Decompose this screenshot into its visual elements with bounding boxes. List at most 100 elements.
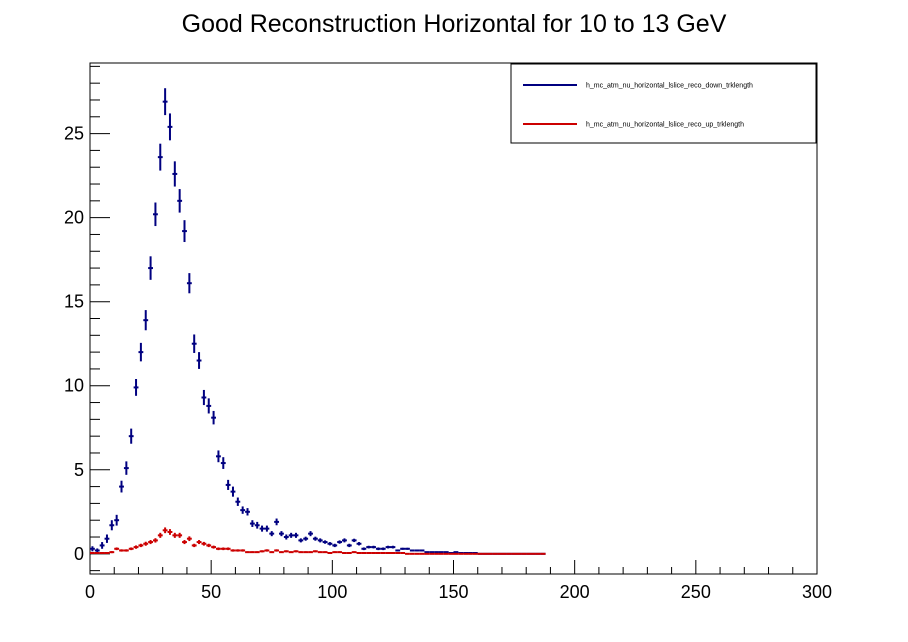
data-point — [332, 543, 338, 548]
data-point — [400, 547, 406, 550]
data-point — [293, 550, 299, 553]
y-tick-label: 25 — [64, 124, 84, 144]
data-point — [153, 538, 158, 543]
data-point — [516, 552, 522, 555]
data-point — [216, 547, 221, 551]
data-point — [109, 551, 115, 554]
data-point — [191, 543, 197, 548]
data-point — [157, 143, 163, 171]
data-point — [434, 552, 439, 555]
series-up — [90, 527, 546, 555]
data-point — [94, 548, 100, 553]
data-point — [414, 549, 420, 552]
data-point — [167, 529, 173, 535]
data-point — [414, 552, 420, 555]
data-point — [390, 545, 396, 549]
data-point — [148, 256, 154, 280]
data-point — [356, 551, 362, 554]
x-tick-label: 100 — [317, 582, 347, 602]
data-point — [225, 479, 231, 490]
data-point — [409, 549, 415, 552]
data-point — [540, 552, 546, 555]
data-point — [162, 527, 168, 534]
data-point — [312, 550, 318, 553]
y-tick-label: 15 — [64, 292, 84, 312]
data-point — [361, 551, 367, 554]
data-point — [482, 552, 488, 555]
data-point — [269, 551, 275, 554]
data-point — [119, 480, 124, 493]
data-point — [308, 551, 313, 554]
legend-box — [510, 63, 817, 144]
data-point — [511, 552, 517, 555]
data-point — [434, 551, 439, 554]
data-point — [322, 551, 328, 554]
data-point — [375, 551, 381, 554]
data-point — [405, 547, 410, 550]
data-point — [254, 551, 260, 554]
data-point — [395, 551, 401, 554]
data-point — [104, 534, 110, 543]
data-point — [366, 551, 372, 554]
data-point — [332, 551, 338, 554]
data-point — [535, 552, 541, 555]
legend: h_mc_atm_nu_horizontal_lslice_reco_down_… — [510, 63, 817, 144]
data-point — [186, 536, 192, 542]
data-point — [419, 549, 425, 552]
data-point — [182, 540, 187, 545]
y-tick-label: 5 — [74, 460, 84, 480]
data-point — [90, 546, 95, 552]
data-point — [400, 551, 406, 554]
data-point — [531, 552, 536, 555]
data-point — [201, 389, 207, 406]
data-point — [109, 520, 115, 531]
data-point — [259, 525, 265, 532]
data-point — [526, 552, 532, 555]
data-point — [463, 552, 469, 555]
x-tick-label: 300 — [802, 582, 832, 602]
data-point — [429, 551, 435, 554]
chart-title: Good Reconstruction Horizontal for 10 to… — [182, 10, 727, 38]
data-point — [497, 552, 502, 555]
data-point — [356, 542, 362, 546]
data-point — [201, 541, 207, 546]
data-point — [186, 273, 192, 294]
data-point — [303, 551, 309, 554]
data-point — [472, 552, 478, 555]
data-point — [346, 551, 352, 554]
data-point — [409, 552, 415, 555]
data-point — [172, 161, 178, 187]
data-point — [337, 540, 343, 544]
data-point — [225, 547, 231, 551]
data-point — [346, 543, 352, 548]
data-point — [230, 486, 236, 497]
data-point — [337, 551, 343, 554]
data-point — [167, 113, 173, 141]
data-point — [322, 540, 328, 544]
data-point — [521, 552, 527, 555]
data-point — [303, 536, 309, 541]
data-point — [390, 551, 396, 554]
data-point — [453, 552, 459, 555]
data-point — [274, 518, 280, 526]
data-point — [172, 532, 178, 538]
data-point — [162, 88, 168, 116]
data-point — [191, 334, 197, 353]
data-point — [405, 552, 410, 555]
x-tick-label: 50 — [201, 582, 221, 602]
data-point — [317, 538, 323, 543]
data-point — [288, 532, 294, 538]
x-tick-label: 200 — [560, 582, 590, 602]
data-point — [211, 410, 217, 425]
data-point — [220, 547, 226, 551]
data-point — [245, 508, 250, 516]
data-point — [361, 547, 367, 551]
data-point — [443, 552, 449, 555]
data-point — [235, 549, 241, 552]
data-point — [429, 552, 435, 555]
data-point — [487, 552, 493, 555]
data-point — [206, 398, 212, 414]
data-point — [283, 550, 289, 553]
data-point — [216, 450, 221, 463]
data-point — [453, 551, 459, 554]
